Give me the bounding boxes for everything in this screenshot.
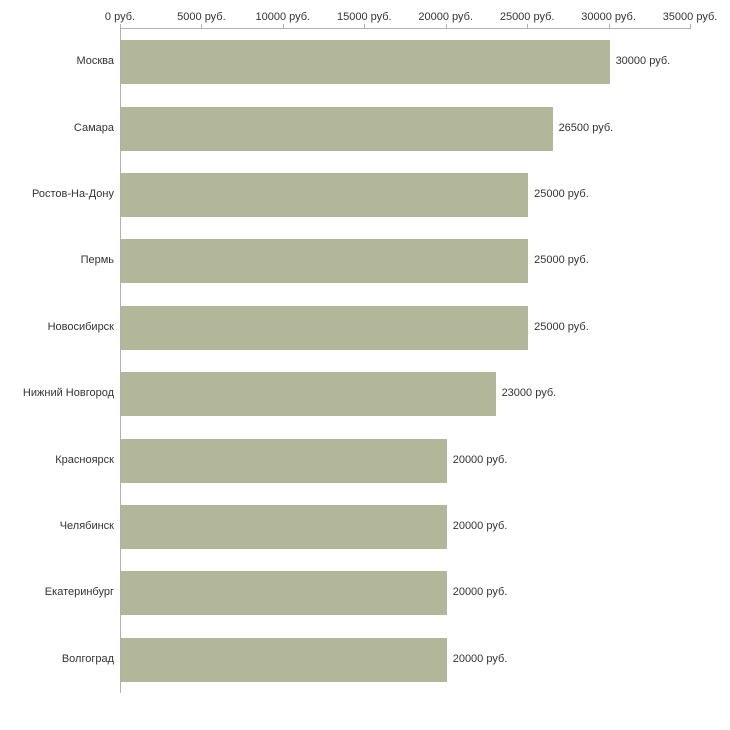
x-axis-tick: [120, 24, 121, 28]
bar: [121, 40, 610, 85]
value-label: 20000 руб.: [452, 586, 508, 599]
value-label: 20000 руб.: [452, 453, 508, 466]
value-label: 20000 руб.: [452, 652, 508, 665]
value-label: 25000 руб.: [534, 320, 589, 333]
bar: [121, 372, 496, 417]
bar: [121, 637, 447, 682]
value-label: 20000 руб.: [452, 520, 508, 532]
x-axis-tick: [364, 24, 366, 28]
x-axis-tick: [282, 24, 284, 28]
category-label: Пермь: [80, 254, 114, 267]
bar: [121, 173, 529, 217]
x-axis-tick-label: 20000 руб.: [418, 11, 474, 23]
x-axis-tick-label: 35000 руб.: [662, 11, 718, 23]
x-axis-tick-label: 30000 руб.: [581, 11, 636, 23]
bar: [121, 571, 447, 616]
category-label: Красноярск: [55, 453, 114, 466]
x-axis-tick-label: 0 руб.: [104, 11, 136, 23]
x-axis-tick: [201, 24, 203, 28]
value-label: 25000 руб.: [534, 254, 589, 267]
x-axis-tick-label: 10000 руб.: [255, 11, 311, 23]
category-label: Новосибирск: [47, 320, 114, 333]
x-axis-tick: [527, 24, 529, 28]
x-axis-tick: [445, 24, 447, 28]
value-label: 25000 руб.: [534, 188, 589, 200]
bar: [121, 305, 529, 350]
x-axis-tick: [690, 24, 691, 28]
category-label: Челябинск: [59, 520, 114, 532]
x-axis-tick-label: 5000 руб.: [177, 11, 226, 23]
bar: [121, 438, 447, 483]
x-axis-tick-label: 25000 руб.: [499, 11, 555, 23]
x-axis-tick: [608, 24, 610, 28]
bar: [121, 505, 447, 549]
category-label: Нижний Новгород: [22, 387, 114, 400]
value-label: 30000 руб.: [615, 55, 671, 68]
bar: [121, 106, 553, 151]
category-label: Москва: [76, 55, 114, 68]
plot-area: [120, 28, 691, 693]
category-label: Екатеринбург: [44, 586, 114, 599]
category-label: Ростов-На-Дону: [31, 188, 114, 200]
value-label: 26500 руб.: [558, 121, 614, 134]
x-axis-tick-label: 15000 руб.: [336, 11, 392, 23]
bar: [121, 239, 529, 284]
category-label: Волгоград: [61, 652, 114, 665]
value-label: 23000 руб.: [501, 387, 557, 400]
category-label: Самара: [73, 121, 114, 134]
